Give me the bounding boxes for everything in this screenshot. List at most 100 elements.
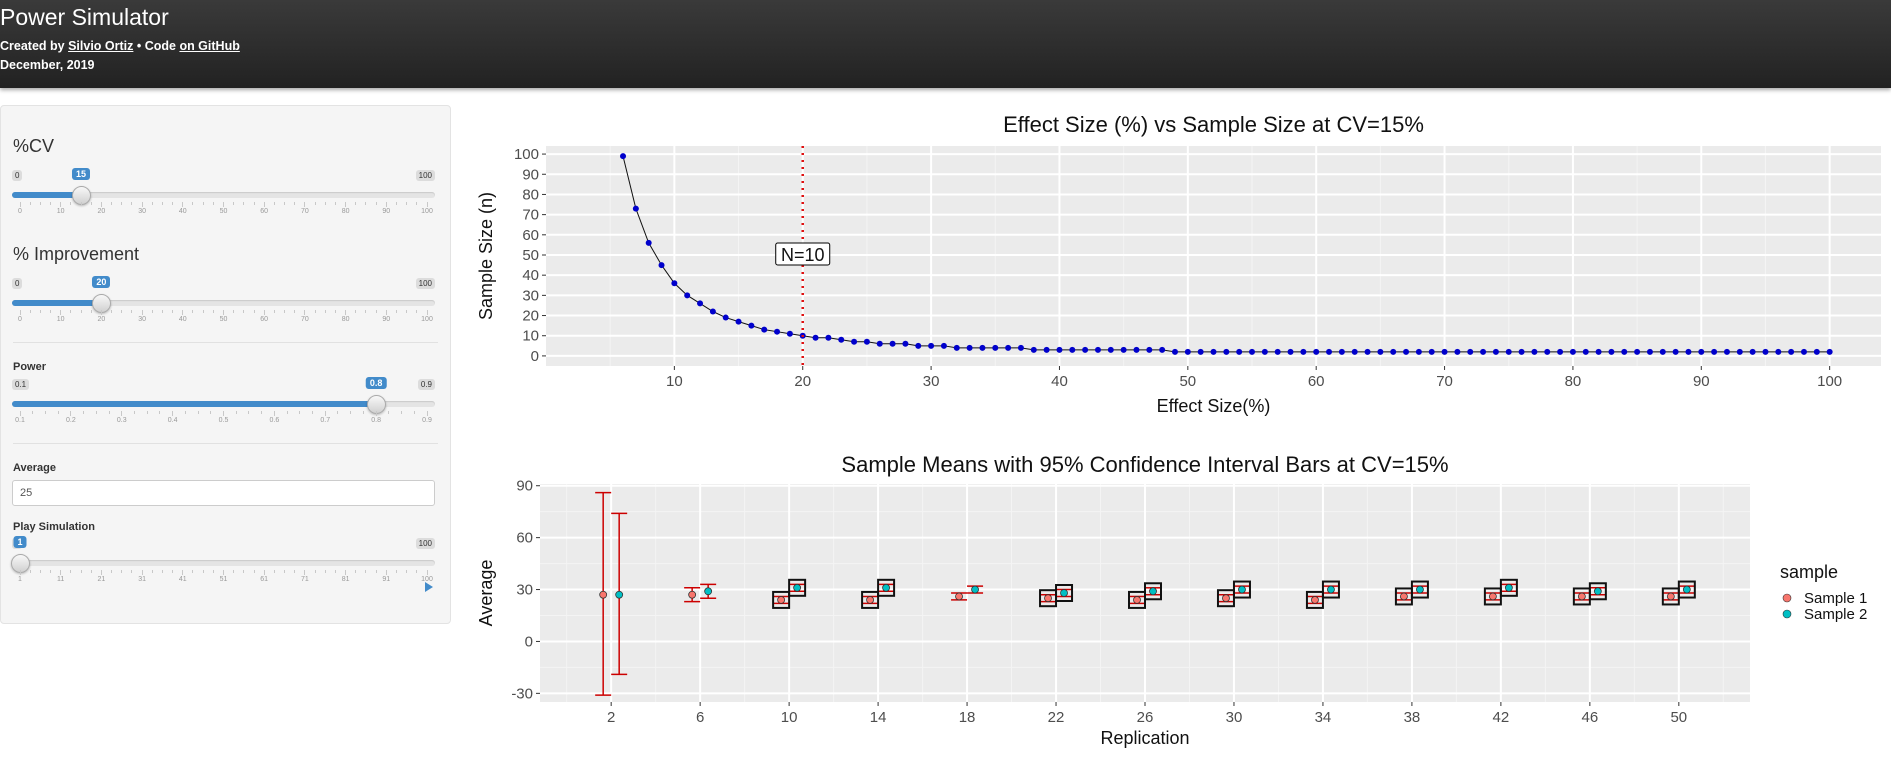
data-point: [1672, 348, 1679, 355]
slider-tick-label: 10: [56, 208, 65, 215]
slider-tick: [355, 570, 357, 573]
slider-tick: [385, 310, 387, 315]
mean-box: [861, 590, 880, 609]
y-axis-title: Average: [476, 560, 496, 627]
cv-slider-track[interactable]: [12, 192, 435, 198]
slider-tick-label: 1: [18, 576, 22, 583]
slider-tick: [161, 310, 163, 313]
cv-slider-ticks: 0 10 20 30 40 50 60 70 80 90 100: [18, 202, 433, 215]
cv-slider-handle[interactable]: [72, 186, 92, 205]
slider-tick: [253, 310, 255, 313]
slider-tick: [233, 310, 235, 313]
data-point: [786, 330, 793, 337]
improvement-slider[interactable]: 0 100 20 0 10 20 30 40 50 60 70 80 90 100: [12, 276, 435, 323]
improvement-label: % Improvement: [13, 244, 140, 264]
x-tick-label: 70: [1436, 373, 1453, 390]
mean-box: [1144, 582, 1162, 601]
average-input[interactable]: 25: [12, 480, 435, 506]
slider-tick: [304, 202, 306, 207]
improvement-slider-handle[interactable]: [92, 294, 112, 313]
play-value-label: 1: [13, 536, 27, 548]
power-slider[interactable]: 0.1 0.9 0.8 0.1 0.2 0.3 0.4 0.5 0.6 0.7 0.8 0.9: [12, 377, 435, 424]
slider-tick: [210, 411, 212, 414]
slider-tick-label: 30: [138, 208, 146, 215]
data-point: [1261, 348, 1268, 355]
cv-slider[interactable]: 0 100 15 0 10 20 30 40 50 60 70 80 90 100: [12, 168, 435, 215]
legend-title: sample: [1780, 562, 1838, 582]
slider-tick: [131, 202, 133, 205]
slider-tick: [70, 570, 72, 573]
plot-panel: [546, 146, 1881, 366]
y-tick-label: 80: [522, 186, 539, 203]
sidebar-panel: %CV 0 100 15 0 10 20 30 40 50 60 70 80 90 100 % Im…: [0, 105, 451, 624]
data-point: [1223, 348, 1230, 355]
data-point: [838, 336, 845, 343]
y-tick-label: -30: [511, 685, 533, 702]
mean-box: [772, 590, 791, 609]
header-date: December, 2019: [0, 58, 95, 72]
data-point: [1775, 348, 1782, 355]
slider-tick: [355, 310, 357, 313]
slider-tick: [355, 202, 357, 205]
slider-tick-label: 61: [260, 576, 269, 583]
play-slider-handle[interactable]: [11, 554, 30, 573]
app-title: Power Simulator: [0, 4, 169, 30]
cv-value-label: 15: [72, 168, 91, 180]
x-tick-label: 60: [1308, 373, 1325, 390]
data-point: [979, 344, 986, 351]
x-tick-label: 34: [1315, 709, 1332, 726]
x-tick-label: 10: [781, 709, 798, 726]
slider-tick-label: 71: [300, 576, 309, 583]
data-point: [1133, 346, 1140, 353]
data-point: [1480, 348, 1487, 355]
power-slider-handle[interactable]: [367, 395, 387, 414]
slider-tick: [314, 202, 316, 205]
improvement-slider-track[interactable]: [12, 300, 435, 306]
power-slider-ticks: 0.1 0.2 0.3 0.4 0.5 0.6 0.7 0.8 0.9: [15, 411, 432, 424]
slider-tick: [39, 202, 41, 205]
slider-tick: [192, 570, 194, 573]
play-slider-track[interactable]: [12, 560, 435, 566]
slider-tick: [90, 202, 92, 205]
slider-tick: [263, 202, 265, 207]
mean-point: [882, 583, 890, 592]
data-point: [620, 153, 627, 160]
power-label: Power: [13, 361, 47, 373]
slider-tick: [395, 570, 397, 573]
slider-tick: [111, 310, 113, 313]
data-point: [1159, 346, 1166, 353]
sample-means-chart-svg: 2 6 10 14 18 22 26 30 34 38 42 46 50-300306090Sample…: [476, 452, 1867, 748]
author-link[interactable]: Silvio Ortiz: [68, 39, 134, 53]
data-point: [902, 340, 909, 347]
x-tick-label: 46: [1582, 709, 1599, 726]
sample-means-chart: 2 6 10 14 18 22 26 30 34 38 42 46 50 -30 0 30 60 90 Sample…: [470, 440, 1881, 760]
data-point: [1043, 346, 1050, 353]
mean-point: [599, 590, 608, 599]
x-tick-label: 38: [1404, 709, 1421, 726]
slider-tick-label: 70: [300, 208, 309, 215]
slider-tick: [350, 411, 352, 414]
data-point: [825, 334, 832, 341]
mean-point: [1327, 585, 1335, 594]
slider-tick: [197, 411, 199, 414]
data-point: [1351, 348, 1358, 355]
x-tick-label: 18: [959, 709, 976, 726]
play-icon[interactable]: [425, 582, 433, 592]
data-point: [1544, 348, 1551, 355]
data-point: [1094, 346, 1101, 353]
mean-point: [1238, 585, 1246, 594]
slider-tick: [90, 570, 92, 573]
github-link[interactable]: on GitHub: [179, 39, 240, 53]
data-point: [1736, 348, 1743, 355]
slider-tick: [161, 202, 163, 205]
x-tick-label: 30: [1226, 709, 1243, 726]
x-tick-label: 6: [696, 709, 704, 726]
data-point: [1595, 348, 1602, 355]
slider-tick: [261, 411, 263, 414]
legend-key: [1782, 593, 1792, 603]
slider-tick: [100, 570, 102, 575]
slider-tick: [375, 411, 377, 416]
slider-tick: [263, 570, 265, 575]
data-point: [1634, 348, 1641, 355]
